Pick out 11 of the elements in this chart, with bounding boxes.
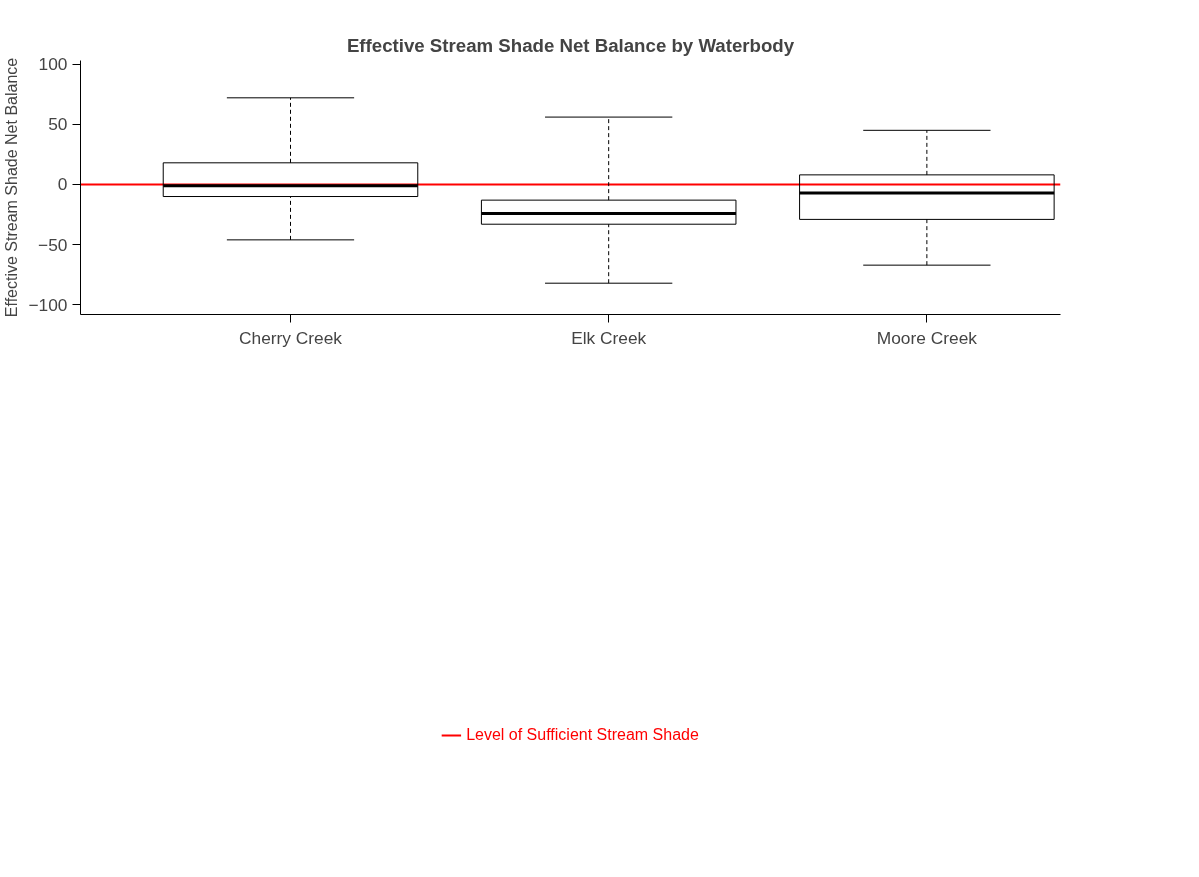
- x-tick-label: Elk Creek: [571, 327, 647, 348]
- y-axis-title: Effective Stream Shade Net Balance: [3, 57, 21, 318]
- legend-label: Level of Sufficient Stream Shade: [466, 726, 699, 744]
- y-tick-label: 0: [57, 174, 68, 195]
- y-tick-label: 100: [38, 54, 68, 75]
- y-tick-label: 50: [48, 114, 68, 135]
- chart-title: Effective Stream Shade Net Balance by Waterbody: [346, 34, 795, 56]
- x-tick-label: Moore Creek: [876, 327, 978, 348]
- y-tick-label: −50: [38, 234, 68, 255]
- x-tick-label: Cherry Creek: [238, 327, 343, 348]
- y-tick-label: −100: [28, 294, 68, 315]
